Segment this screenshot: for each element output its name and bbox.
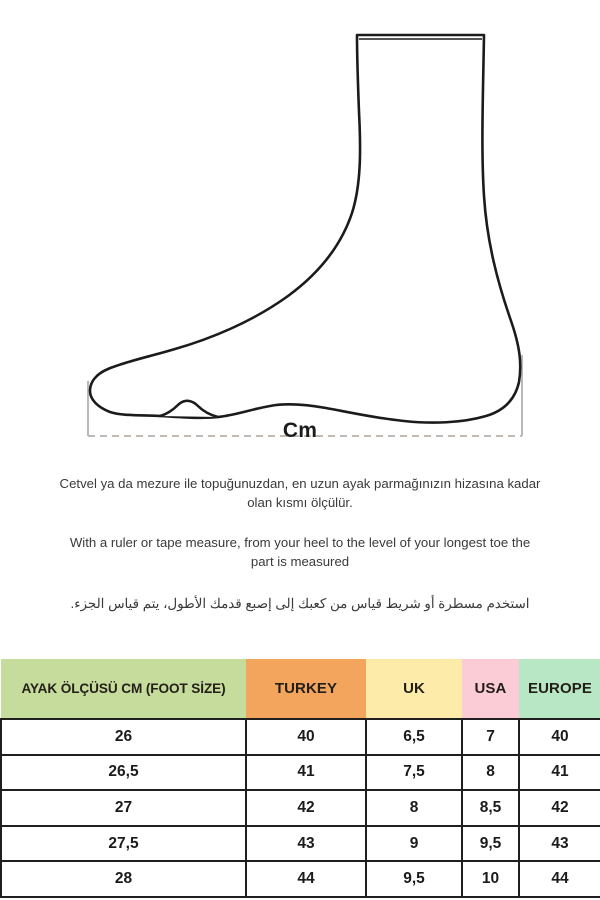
cell-uk: 9,5 [365, 860, 463, 898]
cell-usa: 9,5 [461, 824, 520, 863]
cell-turkey: 43 [245, 824, 367, 863]
foot-diagram: Cm [87, 33, 523, 442]
cell-usa: 8 [461, 753, 520, 792]
cell-turkey: 42 [245, 789, 367, 827]
foot-outline [88, 33, 522, 424]
cell-europe: 42 [518, 789, 600, 827]
toe-notch [158, 399, 220, 419]
table-row: 26,5 41 7,5 8 41 [0, 753, 600, 792]
cm-measure-label: Cm [282, 419, 318, 442]
cell-foot-size: 26,5 [0, 753, 247, 792]
column-header-foot-size: AYAK ÖLÇÜSÜ CM (FOOT SİZE) [1, 659, 246, 719]
column-header-uk: UK [366, 659, 462, 719]
cell-europe: 44 [518, 860, 600, 898]
cell-europe: 43 [518, 824, 600, 863]
cell-europe: 40 [518, 718, 600, 756]
instruction-english: With a ruler or tape measure, from your … [69, 535, 531, 570]
table-row: 28 44 9,5 10 44 [0, 860, 600, 898]
cell-uk: 8 [365, 789, 463, 827]
table-body: 26 40 6,5 7 40 26,5 41 7,5 8 41 27 42 8 … [0, 718, 600, 898]
cell-turkey: 40 [245, 718, 367, 756]
cell-uk: 7,5 [365, 753, 463, 792]
cell-turkey: 41 [245, 753, 367, 792]
column-header-turkey: TURKEY [246, 659, 366, 719]
cell-turkey: 44 [245, 860, 367, 898]
cell-foot-size: 27,5 [0, 824, 247, 863]
table-row: 27 42 8 8,5 42 [0, 789, 600, 827]
size-conversion-table: AYAK ÖLÇÜSÜ CM (FOOT SİZE) TURKEY UK USA… [0, 659, 600, 898]
cell-uk: 9 [365, 824, 463, 863]
instructions-block: Cetvel ya da mezure ile topuğunuzdan, en… [0, 474, 600, 613]
table-row: 27,5 43 9 9,5 43 [0, 824, 600, 863]
instruction-arabic: استخدم مسطرة أو شريط قياس من كعبك إلى إص… [70, 595, 530, 611]
table-header-row: AYAK ÖLÇÜSÜ CM (FOOT SİZE) TURKEY UK USA… [1, 659, 600, 719]
cell-foot-size: 26 [0, 718, 247, 756]
cell-usa: 10 [461, 860, 520, 898]
table-row: 26 40 6,5 7 40 [0, 718, 600, 756]
column-header-europe: EUROPE [519, 659, 600, 719]
cell-foot-size: 28 [0, 860, 247, 898]
cell-usa: 7 [461, 718, 520, 756]
cell-usa: 8,5 [461, 789, 520, 827]
cell-foot-size: 27 [0, 789, 247, 827]
cell-uk: 6,5 [365, 718, 463, 756]
cell-europe: 41 [518, 753, 600, 792]
column-header-usa: USA [462, 659, 519, 719]
instruction-turkish: Cetvel ya da mezure ile topuğunuzdan, en… [59, 476, 541, 511]
